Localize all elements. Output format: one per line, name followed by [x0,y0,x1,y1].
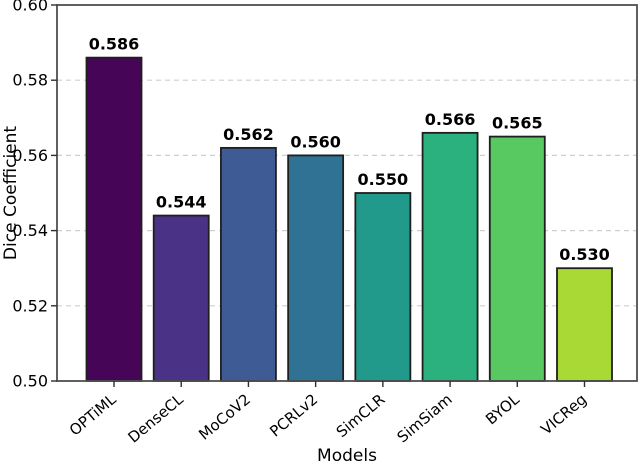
x-tick-label: BYOL [482,390,523,429]
x-tick-label: DenseCL [125,390,188,447]
x-tick-label: VICReg [537,390,590,438]
bar-value-label: 0.560 [290,132,341,151]
axes-frame [56,4,638,382]
x-tick-label: PCRLv2 [266,390,321,440]
bar-PCRLv2 [287,154,345,382]
bar-OPTiML [85,56,143,382]
y-tick-label: 0.58 [12,71,48,90]
x-tick-label: MoCoV2 [195,390,254,443]
bar-value-label: 0.586 [89,35,140,54]
y-tick-label: 0.52 [12,296,48,315]
y-tick-label: 0.50 [12,372,48,391]
x-tick-label: OPTiML [66,390,120,440]
y-tick-label: 0.54 [12,221,48,240]
bar-VICReg [556,267,613,382]
bar-DenseCL [152,214,210,382]
bar-SimSiam [421,131,479,382]
bar-value-label: 0.565 [492,114,543,133]
value-labels: 0.586 0.544 0.562 0.560 0.550 0.566 0.565 0.530 [89,35,610,265]
gridlines [57,79,637,307]
bar-value-label: 0.544 [156,193,207,212]
x-axis-title: Models [317,446,377,466]
plot-frame [56,4,638,382]
bar-MoCoV2 [220,146,277,382]
bar-value-label: 0.562 [223,125,274,144]
bar-BYOL [488,135,546,382]
y-tick-label: 0.60 [12,0,48,15]
bar-SimCLR [354,192,412,382]
y-tick-label: 0.56 [12,146,48,165]
x-tick-label: SimSiam [394,390,456,446]
bar-value-label: 0.530 [559,245,610,264]
y-axis-title: Dice Coefficient [1,126,21,260]
x-tick-label: SimCLR [333,390,389,441]
bar-value-label: 0.550 [358,170,409,189]
bar-value-label: 0.566 [425,110,476,129]
bars [85,56,613,382]
